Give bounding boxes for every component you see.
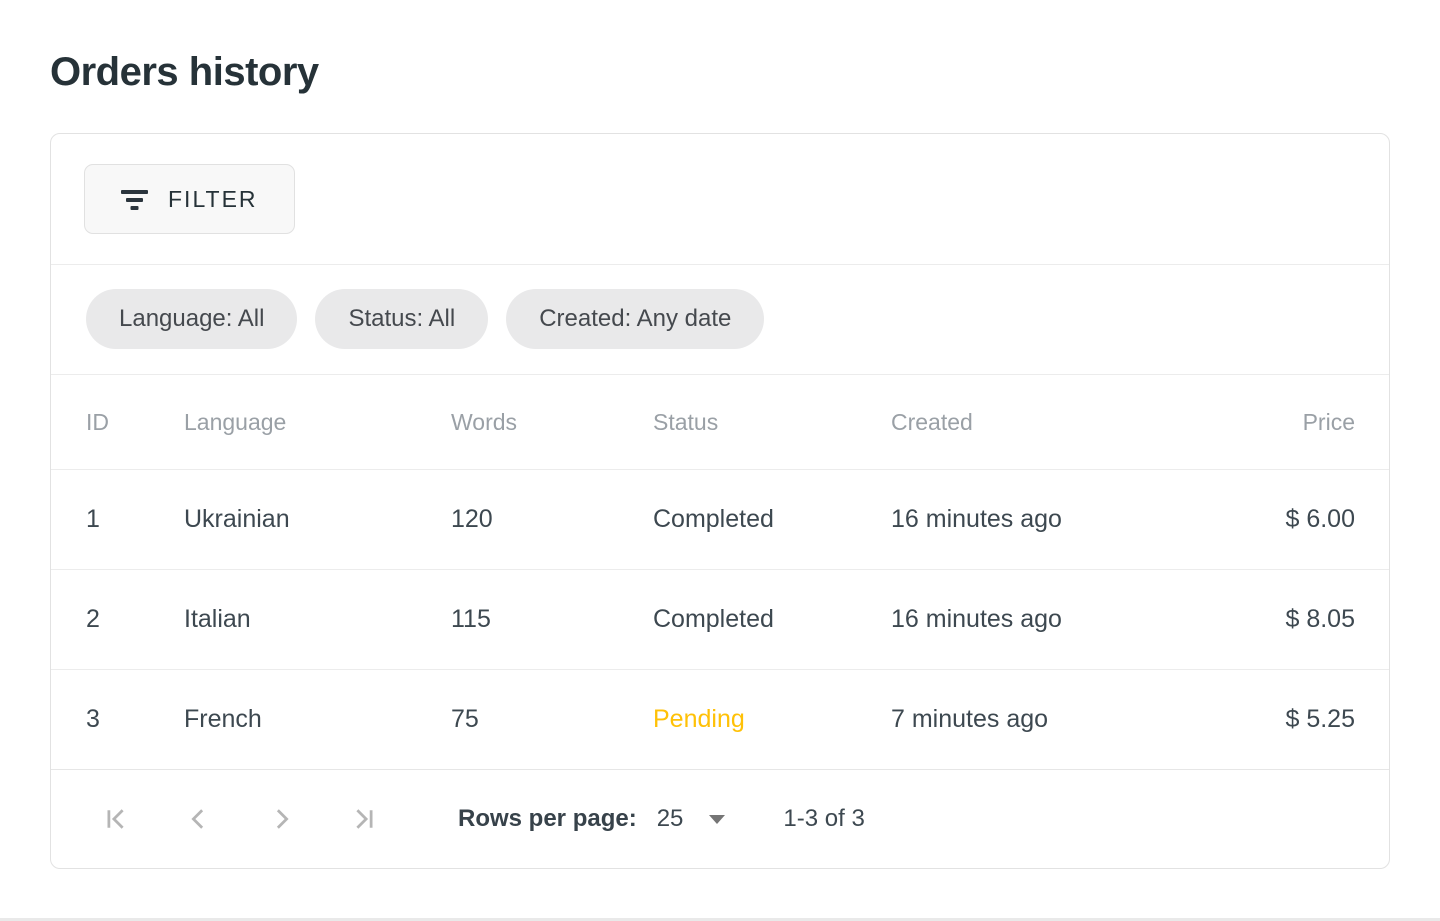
rows-per-page-value: 25 (656, 805, 684, 832)
last-page-button[interactable] (348, 804, 378, 834)
chip-status[interactable]: Status: All (315, 289, 489, 349)
cell-status: Pending (653, 705, 745, 733)
cell-language: Ukrainian (184, 505, 290, 533)
caret-down-icon (709, 814, 726, 824)
cell-created: 16 minutes ago (891, 605, 1062, 633)
cell-status: Completed (653, 505, 774, 533)
cell-id: 3 (86, 705, 100, 733)
filter-button[interactable]: FILTER (84, 164, 295, 234)
first-page-icon (107, 809, 124, 829)
cell-price: $ 5.25 (1285, 705, 1355, 733)
cell-status: Completed (653, 605, 774, 633)
page-bottom-divider (0, 918, 1440, 921)
cell-words: 115 (451, 605, 491, 633)
table-body: 1 Ukrainian 120 Completed 16 minutes ago… (51, 469, 1389, 769)
cell-created: 7 minutes ago (891, 705, 1049, 733)
rows-per-page-select[interactable]: 25 (657, 805, 726, 833)
column-header-price: Price (1302, 408, 1355, 435)
cell-price: $ 6.00 (1285, 505, 1355, 533)
orders-card: FILTER Language: All Status: All Created… (50, 133, 1390, 869)
column-header-words: Words (451, 408, 518, 435)
chip-created[interactable]: Created: Any date (506, 289, 765, 349)
filter-button-label: FILTER (168, 185, 258, 212)
previous-page-button[interactable] (184, 804, 214, 834)
column-header-id: ID (86, 408, 109, 435)
filter-chips-row: Language: All Status: All Created: Any d… (51, 264, 1389, 374)
filter-icon (121, 189, 148, 210)
column-header-status: Status (653, 408, 719, 435)
orders-history-page: Orders history FILTER Language: All Stat… (50, 50, 1390, 869)
cell-id: 1 (86, 505, 100, 533)
cell-words: 75 (451, 705, 479, 733)
column-header-created: Created (891, 408, 973, 435)
cell-language: French (184, 705, 262, 733)
pagination-bar: Rows per page: 25 1-3 of 3 (51, 769, 1389, 868)
last-page-icon (356, 809, 373, 829)
rows-per-page-label: Rows per page: (458, 805, 637, 832)
filter-toolbar: FILTER (51, 134, 1389, 264)
table-row[interactable]: 3 French 75 Pending 7 minutes ago $ 5.25 (51, 669, 1389, 769)
page-title: Orders history (50, 50, 319, 94)
next-page-button[interactable] (266, 804, 296, 834)
table-row[interactable]: 1 Ukrainian 120 Completed 16 minutes ago… (51, 469, 1389, 569)
first-page-button[interactable] (102, 804, 132, 834)
table-row[interactable]: 2 Italian 115 Completed 16 minutes ago $… (51, 569, 1389, 669)
cell-language: Italian (184, 605, 251, 633)
cell-words: 120 (451, 505, 493, 533)
chevron-right-icon (276, 809, 289, 829)
column-header-language: Language (184, 408, 287, 435)
chip-language[interactable]: Language: All (86, 289, 298, 349)
cell-created: 16 minutes ago (891, 505, 1062, 533)
cell-price: $ 8.05 (1285, 605, 1355, 633)
chevron-left-icon (191, 809, 204, 829)
cell-id: 2 (86, 605, 100, 633)
table-header: ID Language Words Status Created Price (51, 374, 1389, 469)
pagination-range-label: 1-3 of 3 (783, 805, 865, 832)
